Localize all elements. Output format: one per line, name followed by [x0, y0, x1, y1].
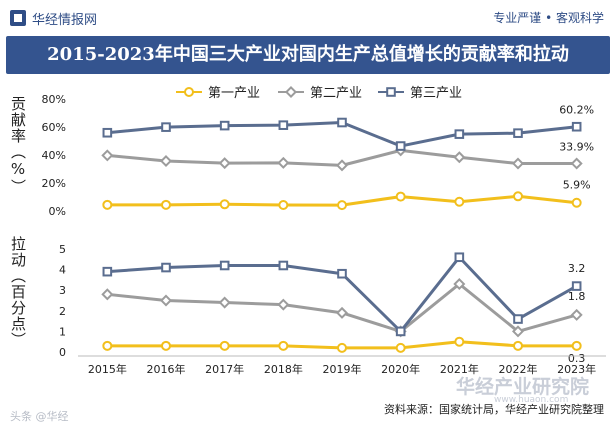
end-label-pull-1: 0.3 — [568, 352, 586, 365]
data-point-contribution-1-8 — [571, 197, 582, 208]
x-tick-label-2: 2017年 — [205, 362, 244, 376]
data-point-contribution-3-6 — [454, 129, 465, 139]
data-point-pull-3-4 — [337, 268, 347, 279]
data-point-contribution-2-8 — [570, 157, 583, 170]
data-point-contribution-2-0 — [101, 149, 114, 162]
legend-label-1: 第一产业 — [208, 86, 260, 101]
data-point-pull-3-6 — [454, 252, 465, 263]
logo-icon — [10, 10, 26, 26]
data-point-pull-3-8 — [571, 281, 582, 291]
data-point-pull-1-0 — [102, 340, 113, 351]
x-tick-label-1: 2016年 — [147, 362, 186, 376]
tagline: 专业严谨 • 客观科学 — [493, 11, 604, 25]
brand-name: 华经情报网 — [32, 13, 98, 28]
data-point-pull-1-3 — [278, 340, 289, 351]
data-point-contribution-3-3 — [278, 120, 289, 130]
chart-title: 2015-2023年中国三大产业对国内生产总值增长的贡献率和拉动 — [6, 36, 610, 74]
data-point-pull-1-5 — [395, 342, 406, 353]
ytick-label-contribution-2: 40% — [42, 149, 66, 162]
watermark-url: www.huaon.com — [494, 395, 569, 405]
data-point-pull-1-7 — [513, 340, 523, 351]
x-tick-label-6: 2021年 — [440, 362, 479, 376]
data-point-contribution-1-7 — [513, 191, 523, 202]
ytick-label-contribution-0: 0% — [49, 205, 66, 218]
data-point-contribution-3-7 — [513, 128, 523, 138]
data-point-contribution-3-1 — [161, 122, 171, 132]
data-point-contribution-3-4 — [337, 117, 347, 128]
x-tick-label-3: 2018年 — [264, 362, 303, 376]
end-label-contribution-2: 33.9% — [559, 141, 594, 154]
legend-marker-2 — [284, 85, 298, 99]
data-point-contribution-1-5 — [395, 191, 406, 202]
data-point-pull-3-5 — [395, 326, 406, 337]
data-point-contribution-2-1 — [159, 155, 173, 168]
corner-mark: 头条 @华经 — [10, 410, 69, 423]
data-point-contribution-1-6 — [454, 196, 465, 207]
x-tick-label-4: 2019年 — [323, 362, 362, 376]
ytick-label-pull-4: 4 — [59, 264, 66, 277]
data-point-pull-3-0 — [102, 266, 113, 277]
ytick-label-pull-5: 5 — [59, 243, 66, 256]
data-point-pull-1-1 — [161, 340, 171, 351]
data-point-pull-2-0 — [101, 288, 114, 301]
end-label-contribution-1: 5.9% — [563, 179, 591, 192]
data-point-pull-1-8 — [571, 340, 582, 351]
data-point-contribution-1-2 — [219, 199, 230, 210]
legend-marker-1 — [184, 87, 194, 97]
ytick-label-pull-2: 2 — [59, 305, 66, 318]
ytick-label-pull-1: 1 — [59, 325, 66, 338]
legend-label-3: 第三产业 — [410, 86, 462, 101]
data-point-pull-2-6 — [453, 278, 466, 291]
end-label-pull-2: 1.8 — [568, 290, 586, 303]
data-point-pull-2-8 — [570, 308, 583, 321]
data-point-pull-2-4 — [335, 306, 349, 319]
ytick-label-pull-0: 0 — [59, 346, 66, 359]
ytick-label-pull-3: 3 — [59, 284, 66, 297]
x-tick-label-7: 2022年 — [499, 362, 538, 376]
data-point-pull-1-6 — [454, 336, 465, 347]
data-point-pull-2-3 — [277, 298, 290, 311]
data-point-contribution-2-3 — [277, 156, 290, 169]
x-tick-label-8: 2023年 — [557, 362, 596, 376]
legend-label-2: 第二产业 — [310, 86, 362, 101]
source-note: 资料来源：国家统计局，华经产业研究院整理 — [384, 403, 604, 416]
data-point-contribution-3-5 — [395, 141, 406, 151]
data-point-contribution-3-8 — [571, 121, 582, 132]
data-point-contribution-3-2 — [219, 120, 230, 131]
ytick-label-contribution-4: 80% — [42, 93, 66, 106]
end-label-contribution-3: 60.2% — [559, 104, 594, 117]
data-point-pull-1-4 — [337, 342, 347, 353]
ytick-label-contribution-1: 20% — [42, 177, 66, 190]
x-tick-label-5: 2020年 — [381, 362, 420, 376]
data-point-contribution-2-4 — [335, 159, 349, 172]
watermark-brand: 华经产业研究院 — [456, 376, 590, 398]
data-point-contribution-2-7 — [511, 157, 525, 170]
data-point-contribution-2-2 — [218, 157, 231, 170]
data-point-contribution-1-3 — [278, 199, 289, 210]
top-bar: 华经情报网 专业严谨 • 客观科学 — [0, 0, 616, 36]
data-point-contribution-2-6 — [453, 151, 466, 164]
data-point-pull-2-1 — [159, 294, 173, 307]
legend-marker-3 — [386, 87, 396, 97]
end-label-pull-3: 3.2 — [568, 262, 586, 275]
y-axis-label-contribution: 贡献率（%） — [9, 96, 27, 195]
ytick-label-contribution-3: 60% — [42, 121, 66, 134]
data-point-pull-3-2 — [219, 260, 230, 271]
data-point-pull-3-1 — [161, 262, 171, 273]
y-axis-label-pull: 拉动（百分点） — [9, 236, 27, 348]
data-point-contribution-3-0 — [102, 127, 113, 138]
data-point-pull-3-7 — [513, 314, 523, 324]
data-point-pull-3-3 — [278, 260, 289, 271]
data-point-contribution-1-0 — [102, 199, 113, 210]
data-point-pull-1-2 — [219, 340, 230, 351]
data-point-pull-2-7 — [511, 325, 525, 338]
data-point-contribution-1-1 — [161, 199, 171, 210]
data-point-contribution-1-4 — [337, 200, 347, 211]
x-tick-label-0: 2015年 — [88, 362, 127, 376]
data-point-pull-2-2 — [218, 296, 231, 309]
